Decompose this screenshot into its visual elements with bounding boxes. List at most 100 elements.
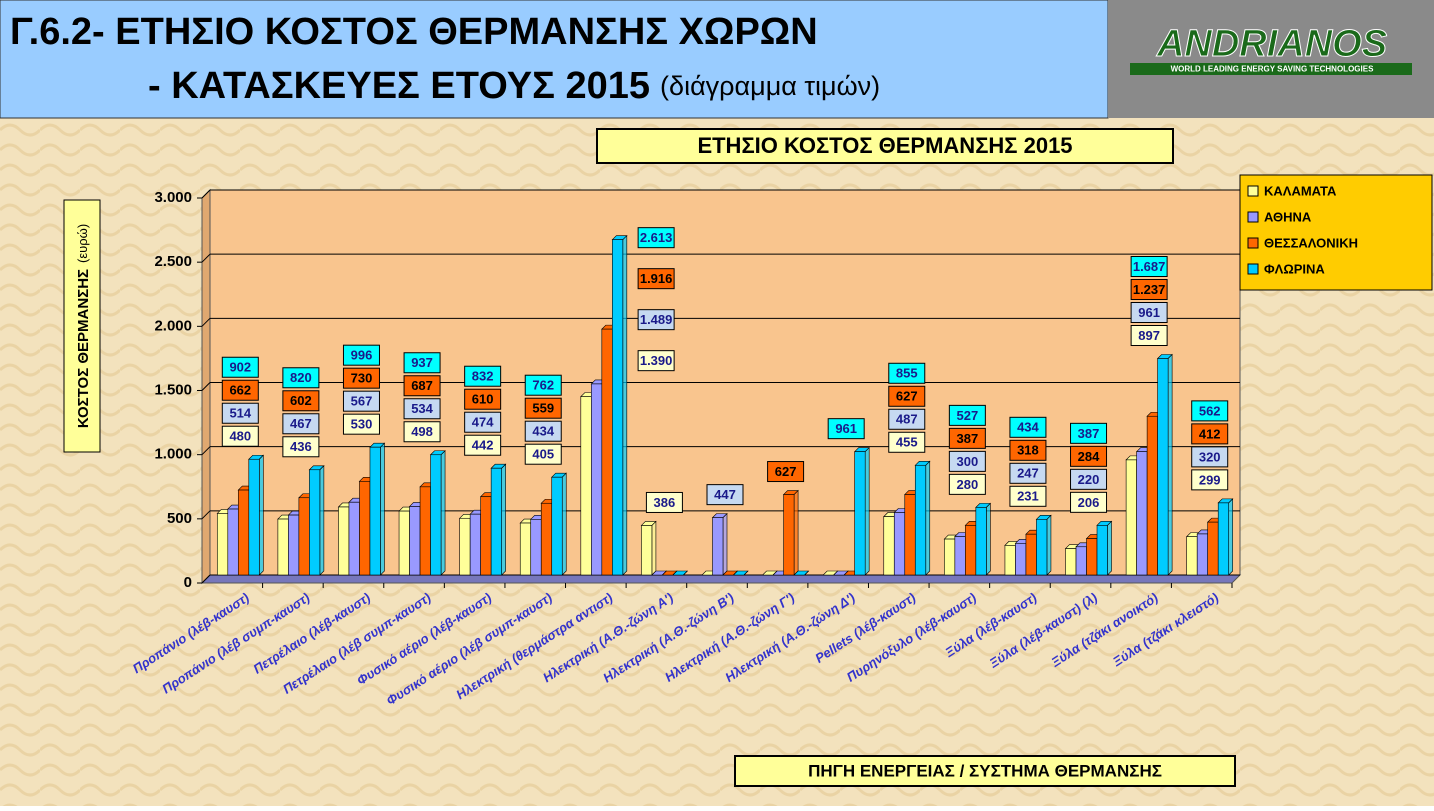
bar <box>551 472 567 576</box>
value-label: 320 <box>1199 449 1221 464</box>
grid-line-side <box>201 253 211 263</box>
bar-side <box>986 502 991 576</box>
grid-line-side <box>201 382 211 391</box>
bar-front <box>419 486 431 576</box>
bar-front <box>277 518 289 576</box>
value-label-box <box>464 388 502 410</box>
value-label: 247 <box>1017 466 1039 481</box>
header <box>0 0 1109 119</box>
bar-front <box>1075 546 1087 576</box>
legend-swatch <box>1247 211 1259 223</box>
bar-front <box>1086 538 1098 576</box>
value-label-box <box>645 491 683 513</box>
bar <box>248 454 265 576</box>
title-line1: Γ.6.2- ΕΤΗΣΙΟ ΚΟΣΤΟΣ ΘΕΡΜΑΝΣΗΣ ΧΩΡΩΝ <box>10 11 818 53</box>
value-label-box <box>1070 422 1108 444</box>
bar-front <box>288 514 300 576</box>
value-label: 662 <box>229 383 251 398</box>
bar-front <box>480 496 492 576</box>
bar-front <box>954 536 966 576</box>
value-label-box <box>827 418 865 440</box>
bar-front <box>469 513 481 576</box>
bar <box>308 465 325 576</box>
bar-front <box>1217 502 1230 576</box>
value-label-box <box>637 268 675 290</box>
value-label-box <box>1191 400 1229 422</box>
x-axis-label: ΠΗΓΗ ΕΝΕΡΓΕΙΑΣ / ΣΥΣΤΗΜΑ ΘΕΡΜΑΝΣΗΣ <box>808 761 1162 780</box>
value-label: 498 <box>411 424 433 439</box>
value-label-box <box>221 425 259 447</box>
value-label: 514 <box>229 406 251 421</box>
bar-front <box>338 506 350 576</box>
bar-side <box>501 463 506 576</box>
bar-side <box>1046 514 1052 576</box>
value-label: 961 <box>1138 305 1160 320</box>
bar-front <box>854 451 866 576</box>
value-label-box <box>948 450 986 472</box>
logo-strip <box>1130 63 1412 75</box>
bar-side <box>1167 353 1173 576</box>
value-label: 487 <box>896 412 918 427</box>
value-label-box <box>948 427 986 449</box>
value-label-box <box>1130 279 1168 301</box>
value-label-box <box>403 421 441 443</box>
value-label: 562 <box>1199 403 1221 418</box>
bar-front <box>712 517 724 576</box>
value-label-box <box>221 402 259 424</box>
legend-box <box>1239 174 1433 291</box>
grid-line-side <box>201 510 211 520</box>
value-label-box <box>282 367 320 389</box>
value-label: 762 <box>532 378 554 393</box>
grid-line-side <box>201 189 211 199</box>
bar-front <box>1015 543 1027 576</box>
bar-side <box>722 512 728 576</box>
legend-label: ΘΕΣΣΑΛΟΝΙΚΗ <box>1264 235 1358 250</box>
bar-front <box>298 497 310 576</box>
value-label: 961 <box>835 421 857 436</box>
value-label: 447 <box>714 487 736 502</box>
legend-label: ΚΑΛΑΜΑΤΑ <box>1264 183 1337 198</box>
bar-side <box>804 570 809 576</box>
value-label-box <box>637 309 675 331</box>
bar-side <box>793 489 799 576</box>
value-label: 434 <box>532 424 554 439</box>
grid-line-side <box>201 317 211 327</box>
bar-front <box>975 507 987 576</box>
value-label-box <box>1070 491 1108 513</box>
value-label-box <box>464 411 502 433</box>
bar-front <box>1125 459 1137 576</box>
value-label-box <box>282 413 320 435</box>
value-label-box <box>1130 256 1168 278</box>
bar-front <box>1025 533 1037 576</box>
bar <box>640 520 657 576</box>
bar-front <box>1036 519 1048 576</box>
value-label: 567 <box>351 394 373 409</box>
grid-line-side <box>201 446 211 456</box>
value-label: 280 <box>957 477 979 492</box>
value-label: 467 <box>290 416 312 431</box>
value-label: 299 <box>1199 472 1221 487</box>
value-label-box <box>888 431 926 453</box>
y-label-box <box>63 199 101 453</box>
value-label: 436 <box>290 439 312 454</box>
value-label: 996 <box>351 348 373 363</box>
bar-side <box>1228 498 1234 576</box>
value-label-box <box>221 379 259 401</box>
bar-front <box>409 506 421 576</box>
value-label-box <box>464 434 502 456</box>
value-label-box <box>1009 462 1047 484</box>
legend-swatch <box>1247 263 1259 275</box>
bar-front <box>612 239 624 576</box>
value-label: 534 <box>411 401 433 416</box>
logo-box <box>1108 0 1434 118</box>
y-tick-label: 2.000 <box>154 317 192 334</box>
value-label: 937 <box>411 355 433 370</box>
bar <box>1217 498 1234 576</box>
legend-label: ΦΛΩΡΙΝΑ <box>1264 261 1325 276</box>
bar-front <box>519 522 532 576</box>
bar-side <box>651 520 657 576</box>
value-label-box <box>1070 445 1108 467</box>
bar <box>853 446 870 576</box>
value-label: 455 <box>896 435 918 450</box>
